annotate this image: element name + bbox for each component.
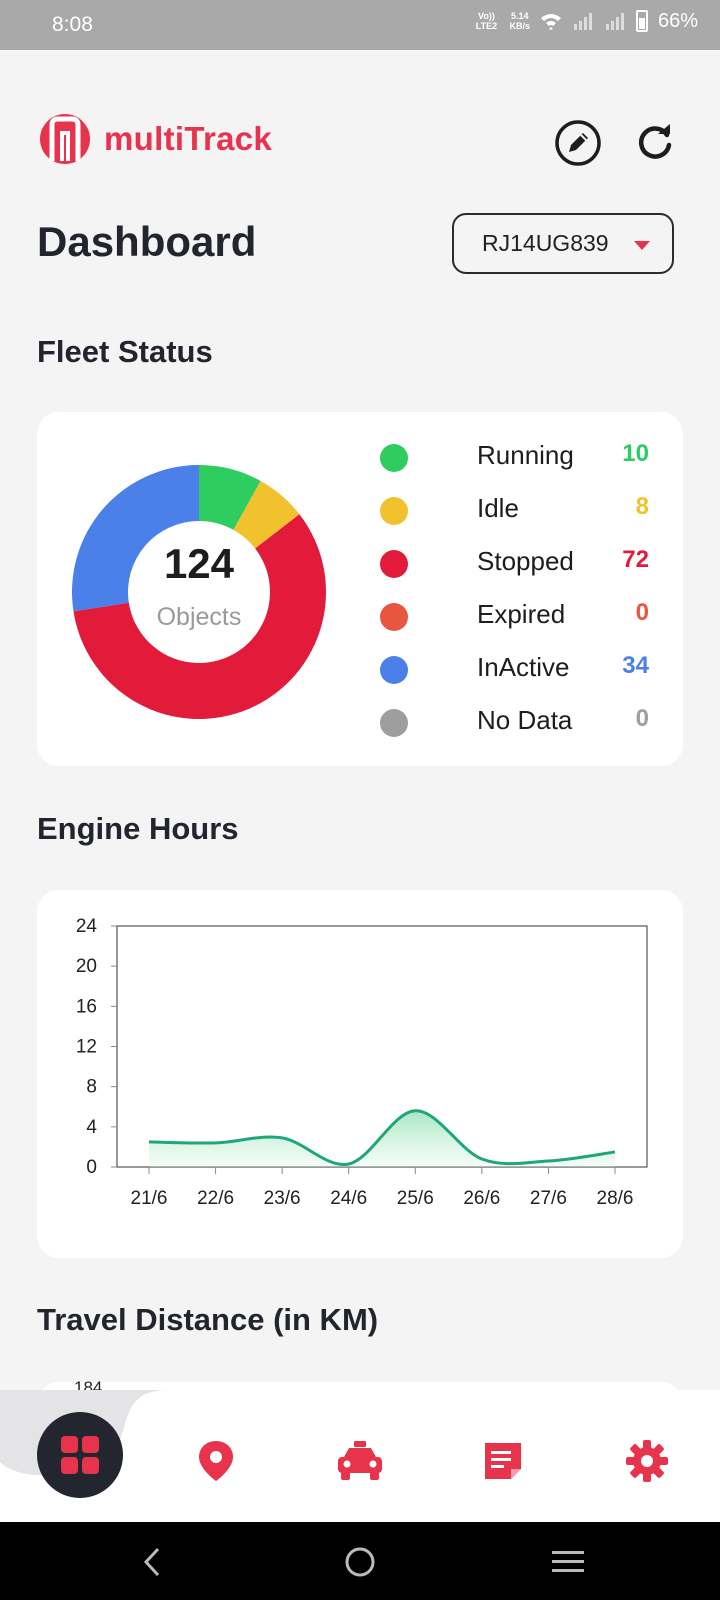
app-name: multiTrack bbox=[104, 120, 273, 157]
engine-hours-line bbox=[148, 1109, 616, 1166]
x-tick-label: 27/6 bbox=[530, 1188, 567, 1209]
engine-hours-card: 0 4 8 12 16 20 24 21/6 22/6 23/6 24/6 25/6 26/6 27/6 2… bbox=[37, 890, 683, 1258]
vehicle-select-value: RJ14UG839 bbox=[482, 230, 609, 256]
x-tick-label: 24/6 bbox=[330, 1188, 367, 1209]
fleet-total: 124 bbox=[163, 540, 235, 587]
settings-icon bbox=[626, 1440, 668, 1482]
vehicle-select[interactable]: RJ14UG839 bbox=[452, 213, 674, 274]
recents-menu-icon bbox=[552, 1551, 584, 1572]
network-speed: 5.14 KB/s bbox=[509, 11, 530, 31]
y-tick-label: 4 bbox=[86, 1117, 97, 1138]
engine-hours-chart: 0 4 8 12 16 20 24 21/6 22/6 23/6 24/6 25/6 26/6 27/6 2… bbox=[76, 916, 648, 1209]
pencil-circle-icon bbox=[555, 120, 601, 166]
y-tick-label: 24 bbox=[76, 916, 98, 937]
refresh-button[interactable] bbox=[630, 118, 680, 168]
car-icon bbox=[338, 1441, 382, 1480]
location-pin-icon bbox=[199, 1441, 233, 1481]
legend-label: InActive bbox=[477, 652, 570, 682]
fleet-total-label: Objects bbox=[156, 603, 242, 631]
y-tick-label: 8 bbox=[86, 1077, 97, 1098]
app-logo: multiTrack bbox=[36, 113, 272, 165]
legend-dot bbox=[380, 656, 408, 684]
wifi-icon bbox=[540, 14, 561, 30]
legend-item-no-data[interactable]: No Data 0 bbox=[377, 695, 657, 748]
legend-item-inactive[interactable]: InActive 34 bbox=[377, 642, 657, 695]
legend-dot bbox=[380, 603, 408, 631]
legend-item-running[interactable]: Running 10 bbox=[377, 430, 657, 483]
legend-label: Stopped bbox=[477, 546, 574, 576]
legend-dot bbox=[380, 550, 408, 578]
fleet-donut-chart: 124 Objects bbox=[69, 462, 329, 722]
battery-percent: 66% bbox=[657, 10, 698, 32]
legend-value: 0 bbox=[635, 705, 649, 732]
nav-location[interactable] bbox=[191, 1436, 241, 1486]
fleet-status-card: 124 Objects Running 10 Idle 8 Stopped 72 Expir… bbox=[37, 412, 683, 766]
x-tick-label: 21/6 bbox=[131, 1188, 168, 1209]
legend-value: 72 bbox=[622, 546, 649, 573]
donut-svg bbox=[72, 465, 327, 719]
page-title: Dashboard bbox=[37, 218, 257, 265]
donut-slice-inactive bbox=[72, 465, 199, 612]
signal-icon bbox=[573, 13, 592, 30]
nav-dashboard[interactable] bbox=[37, 1412, 123, 1498]
fleet-legend: Running 10 Idle 8 Stopped 72 Expired 0 InActive 3… bbox=[377, 430, 657, 748]
legend-label: Expired bbox=[477, 599, 566, 629]
legend-item-stopped[interactable]: Stopped 72 bbox=[377, 536, 657, 589]
fleet-status-title: Fleet Status bbox=[37, 334, 213, 369]
legend-dot bbox=[380, 709, 408, 737]
dashboard-icon bbox=[61, 1436, 99, 1474]
back-chevron-icon bbox=[143, 1547, 160, 1577]
network-label: Vo)) LTE2 bbox=[475, 11, 498, 31]
system-navigation-bar bbox=[0, 1522, 720, 1600]
y-tick-label: 0 bbox=[86, 1157, 97, 1178]
engine-hours-title: Engine Hours bbox=[37, 811, 239, 846]
legend-label: Running bbox=[477, 440, 574, 470]
status-bar: 8:08 Vo)) LTE2 5.14 KB/s 66% bbox=[0, 0, 720, 50]
x-tick-label: 25/6 bbox=[397, 1188, 434, 1209]
legend-label: No Data bbox=[477, 705, 573, 735]
donut-slice-running bbox=[199, 465, 261, 530]
chevron-down-icon bbox=[634, 241, 650, 250]
nav-reports[interactable] bbox=[478, 1436, 528, 1486]
y-tick-label: 12 bbox=[76, 1037, 97, 1058]
system-recents-button[interactable] bbox=[548, 1542, 588, 1582]
legend-label: Idle bbox=[477, 493, 519, 523]
x-tick-label: 23/6 bbox=[264, 1188, 301, 1209]
home-circle-icon bbox=[345, 1547, 375, 1577]
nav-vehicles[interactable] bbox=[335, 1436, 385, 1486]
legend-dot bbox=[380, 444, 408, 472]
engine-hours-area bbox=[149, 1110, 615, 1167]
legend-item-expired[interactable]: Expired 0 bbox=[377, 589, 657, 642]
refresh-icon bbox=[639, 124, 672, 159]
legend-value: 10 bbox=[622, 440, 649, 467]
plot-frame bbox=[116, 925, 648, 1168]
legend-dot bbox=[380, 497, 408, 525]
battery-icon bbox=[635, 10, 648, 32]
multitrack-logo-icon bbox=[40, 114, 90, 164]
x-tick-label: 28/6 bbox=[597, 1188, 634, 1209]
legend-value: 0 bbox=[635, 599, 649, 626]
status-icons: Vo)) LTE2 5.14 KB/s 66% bbox=[473, 10, 698, 32]
legend-value: 8 bbox=[635, 493, 649, 520]
report-icon bbox=[485, 1443, 521, 1479]
x-tick-label: 22/6 bbox=[197, 1188, 234, 1209]
donut-slice-stopped bbox=[73, 514, 327, 719]
y-tick-label: 20 bbox=[76, 956, 97, 977]
x-tick-label: 26/6 bbox=[463, 1188, 500, 1209]
system-home-button[interactable] bbox=[340, 1542, 380, 1582]
signal-icon-2 bbox=[605, 13, 624, 30]
travel-distance-title: Travel Distance (in KM) bbox=[37, 1302, 379, 1337]
legend-value: 34 bbox=[622, 652, 649, 679]
legend-item-idle[interactable]: Idle 8 bbox=[377, 483, 657, 536]
nav-settings[interactable] bbox=[622, 1436, 672, 1486]
status-time: 8:08 bbox=[52, 13, 93, 36]
y-tick-label: 16 bbox=[76, 996, 97, 1017]
edit-button[interactable] bbox=[553, 118, 603, 168]
system-back-button[interactable] bbox=[132, 1542, 172, 1582]
donut-slice-idle bbox=[233, 480, 300, 549]
